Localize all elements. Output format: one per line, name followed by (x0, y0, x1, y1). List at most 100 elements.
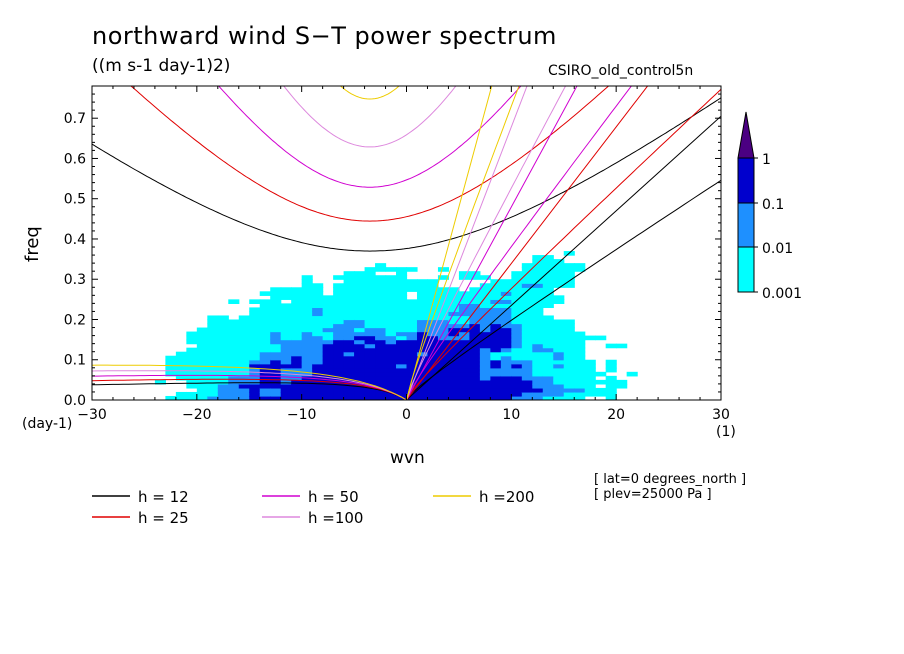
power-cell (532, 335, 544, 341)
power-cell (343, 323, 355, 329)
power-cell (542, 303, 554, 309)
power-cell (280, 291, 292, 296)
power-cell (375, 383, 387, 389)
power-cell (301, 279, 313, 284)
power-cell (238, 383, 250, 389)
power-cell (563, 375, 575, 381)
power-cell (207, 355, 219, 361)
power-cell (322, 319, 334, 325)
power-cell (458, 387, 470, 393)
power-cell (385, 367, 397, 373)
power-cell (511, 295, 523, 300)
power-cell (270, 319, 282, 325)
power-cell (228, 319, 240, 325)
power-cell (553, 275, 565, 280)
power-cell (406, 315, 418, 321)
power-cell (396, 283, 408, 288)
power-cell (542, 395, 554, 400)
power-cell (574, 335, 586, 341)
power-cell (291, 299, 303, 304)
power-cell (605, 395, 617, 400)
power-cell (437, 319, 450, 325)
power-cell (574, 355, 586, 361)
power-cell (521, 283, 533, 288)
power-cell (333, 363, 345, 369)
power-cell (375, 395, 387, 400)
power-cell (406, 287, 418, 292)
power-cell (406, 335, 418, 341)
power-cell (228, 299, 240, 304)
power-cell (532, 283, 544, 288)
power-cell (291, 375, 303, 381)
power-cell (605, 391, 617, 397)
power-cell (217, 315, 229, 321)
x-tick-label: 30 (712, 407, 730, 423)
power-cell (270, 335, 282, 341)
power-cell (396, 335, 408, 341)
power-cell (416, 307, 429, 313)
power-cell (500, 351, 512, 357)
power-cell (312, 359, 324, 365)
power-cell (595, 379, 607, 385)
power-cell (532, 343, 544, 349)
power-cell (207, 347, 219, 353)
power-cell (385, 391, 397, 397)
power-cell (259, 323, 271, 329)
power-cell (312, 343, 324, 349)
power-cell (217, 355, 229, 361)
power-cell (385, 303, 397, 309)
power-cell (249, 391, 261, 397)
power-cell (500, 347, 512, 353)
power-cell (469, 299, 481, 304)
power-cell (437, 303, 450, 309)
power-cell (469, 307, 481, 313)
power-cell (427, 375, 439, 381)
power-cell (553, 395, 565, 400)
power-cell (301, 351, 313, 357)
power-cell (563, 343, 575, 349)
power-cell (490, 367, 502, 373)
power-cell (238, 323, 250, 329)
power-cell (469, 363, 481, 369)
power-cell (458, 299, 470, 304)
power-cell (511, 319, 523, 325)
power-cell (553, 259, 565, 264)
power-cell (542, 263, 554, 268)
power-cell (333, 347, 345, 353)
power-cell (521, 319, 533, 325)
power-cell (521, 387, 533, 393)
power-cell (207, 371, 219, 377)
power-cell (301, 315, 313, 321)
power-cell (291, 395, 303, 400)
power-cell (270, 323, 282, 329)
power-cell (511, 335, 523, 341)
power-cell (385, 347, 397, 353)
power-cell (511, 271, 523, 276)
power-cell (521, 327, 533, 333)
power-cell (196, 331, 208, 337)
power-cell (238, 387, 250, 393)
power-cell (511, 307, 523, 313)
power-cell (385, 335, 397, 341)
power-cell (458, 307, 470, 313)
power-cell (458, 271, 470, 276)
colorbar-label: 0.01 (762, 241, 793, 257)
power-cell (490, 315, 502, 321)
power-cell (574, 387, 586, 393)
power-cell (259, 299, 271, 304)
power-cell (542, 391, 554, 397)
power-cell (479, 379, 491, 385)
power-cell (396, 327, 408, 333)
power-cell (605, 343, 617, 349)
power-cell (427, 295, 439, 300)
power-cell (416, 395, 429, 400)
power-cell (196, 335, 208, 341)
power-cell (259, 307, 271, 313)
power-cell (553, 263, 565, 268)
power-cell (385, 331, 397, 337)
power-cell (228, 339, 240, 345)
power-cell (448, 315, 460, 321)
power-cell (280, 319, 292, 325)
power-cell (542, 295, 554, 300)
power-cell (186, 367, 198, 373)
